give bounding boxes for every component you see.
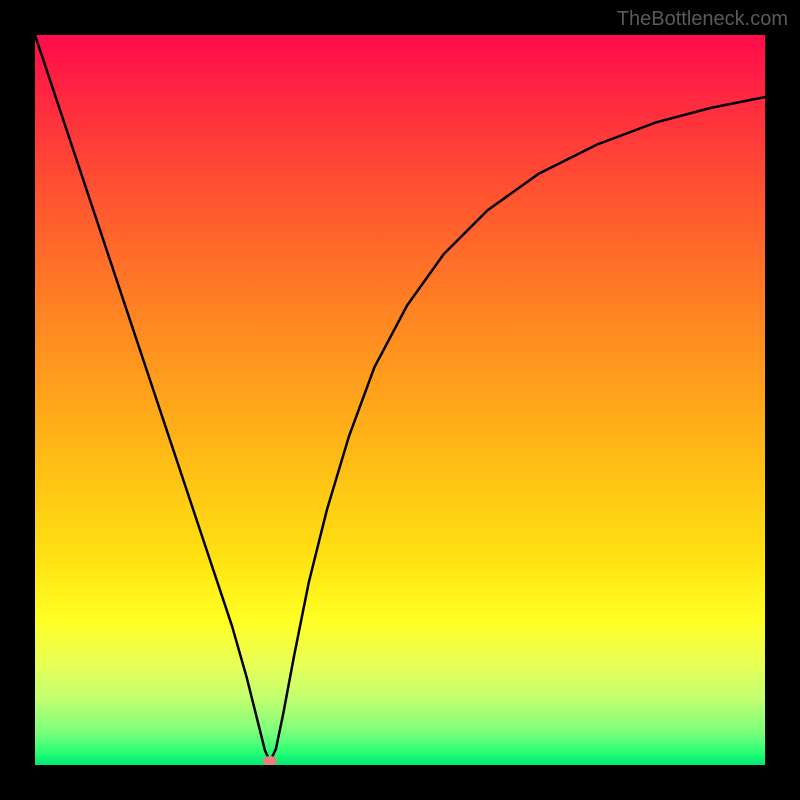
- minimum-marker: [263, 756, 277, 766]
- watermark-text: TheBottleneck.com: [617, 8, 788, 31]
- chart-container: TheBottleneck.com: [0, 0, 800, 800]
- plot-area: [35, 35, 765, 765]
- bottleneck-curve: [35, 35, 765, 765]
